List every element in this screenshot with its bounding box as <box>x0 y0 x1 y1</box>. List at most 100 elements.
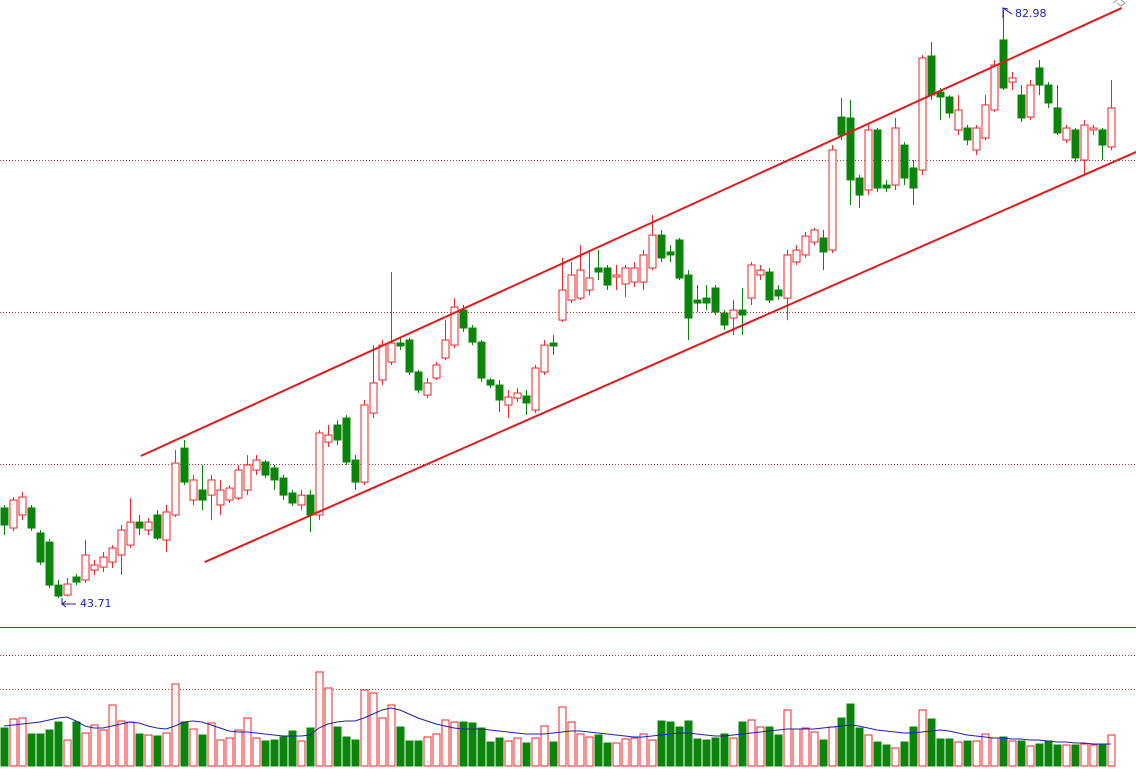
volume-bar <box>747 719 756 767</box>
candle-body <box>72 576 81 583</box>
candle-body <box>783 254 792 299</box>
candle-body <box>621 267 630 285</box>
candle-body <box>162 511 171 541</box>
candle-body <box>297 494 306 506</box>
candle-body <box>657 234 666 259</box>
volume-bar <box>756 726 765 767</box>
volume-bar <box>738 721 747 767</box>
candle-body <box>234 469 243 499</box>
candle-body <box>972 127 981 151</box>
candle-body <box>909 167 918 189</box>
volume-bar <box>765 726 774 767</box>
candle-body <box>648 234 657 269</box>
volume-bar <box>1062 744 1071 767</box>
candle-body <box>585 277 594 291</box>
candle-body <box>594 267 603 273</box>
candle-body <box>630 267 639 283</box>
candle-body <box>243 464 252 491</box>
candle-body <box>459 309 468 329</box>
candle-body <box>252 459 261 471</box>
volume-bar <box>513 737 522 767</box>
volume-bar <box>873 741 882 767</box>
volume-bar <box>585 736 594 767</box>
candle-body <box>27 507 36 529</box>
candle-body <box>405 339 414 373</box>
volume-bar <box>1089 744 1098 767</box>
volume-bar <box>846 703 855 767</box>
candle-body <box>1044 84 1053 104</box>
volume-bar <box>855 727 864 767</box>
volume-bar <box>963 740 972 767</box>
candle-body <box>819 237 828 253</box>
volume-bar <box>72 721 81 767</box>
volume-bar <box>603 742 612 767</box>
volume-bar <box>324 687 333 767</box>
candle-body <box>1071 129 1080 159</box>
volume-bar <box>774 734 783 767</box>
volume-bar <box>882 744 891 767</box>
volume-bar <box>900 741 909 767</box>
candle-body <box>513 392 522 399</box>
volume-bar <box>909 726 918 767</box>
candle-body <box>864 129 873 191</box>
candle-body <box>765 271 774 301</box>
candle-body <box>828 149 837 251</box>
candle-body <box>207 479 216 496</box>
candle-body <box>576 269 585 299</box>
candle-body <box>396 342 405 347</box>
candle-body <box>846 117 855 181</box>
volume-bar <box>432 733 441 767</box>
candle-body <box>900 144 909 179</box>
candle-body <box>495 384 504 401</box>
candle-body <box>45 541 54 586</box>
volume-bar <box>261 740 270 767</box>
volume-bar <box>423 736 432 767</box>
candle-body <box>891 127 900 186</box>
candle-body <box>198 489 207 501</box>
volume-bar <box>531 737 540 767</box>
volume-bar <box>126 721 135 767</box>
volume-bar <box>252 737 261 767</box>
candle-body <box>792 249 801 263</box>
volume-bar <box>540 725 549 767</box>
volume-bar <box>279 736 288 767</box>
volume-bar <box>1026 745 1035 767</box>
candle-body <box>1062 127 1071 141</box>
volume-bar <box>27 733 36 767</box>
volume-bar <box>1071 744 1080 767</box>
volume-bar <box>936 738 945 767</box>
candle-body <box>81 554 90 581</box>
candle-body <box>90 564 99 571</box>
volume-bar <box>1107 734 1116 767</box>
volume-bar <box>1008 740 1017 767</box>
candle-body <box>810 229 819 243</box>
volume-bar <box>207 722 216 767</box>
candle-body <box>1035 67 1044 86</box>
volume-bar <box>63 739 72 767</box>
volume-ma-line <box>3 707 1111 745</box>
volume-bar <box>639 733 648 767</box>
volume-bar <box>693 738 702 767</box>
candle-body <box>144 521 153 531</box>
candle-body <box>423 382 432 396</box>
volume-bar <box>342 736 351 767</box>
volume-bar <box>297 740 306 767</box>
candle-body <box>981 104 990 139</box>
candle-body <box>351 459 360 483</box>
volume-bar <box>405 740 414 767</box>
candle-body <box>468 327 477 343</box>
candle-body <box>342 417 351 463</box>
volume-bar <box>243 717 252 767</box>
volume-bar <box>675 726 684 767</box>
volume-bar <box>99 729 108 767</box>
candle-body <box>261 461 270 476</box>
volume-bar <box>9 718 18 767</box>
volume-bar <box>684 720 693 767</box>
volume-bar <box>216 739 225 767</box>
volume-bar <box>864 734 873 767</box>
volume-bar <box>36 733 45 767</box>
volume-bar <box>972 740 981 767</box>
candle-body <box>702 297 711 304</box>
candle-body <box>126 521 135 546</box>
candle-body <box>693 299 702 304</box>
